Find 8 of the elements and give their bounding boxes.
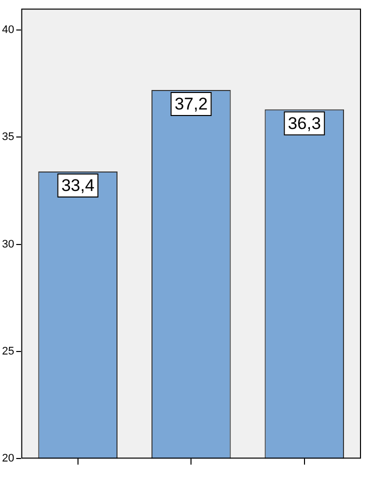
y-tick-label: 40 — [2, 24, 14, 36]
y-tick-label: 20 — [2, 452, 14, 465]
y-tick-label: 35 — [2, 131, 14, 144]
y-tick-label: 25 — [2, 345, 14, 358]
data-label: 37,2 — [174, 94, 208, 114]
data-label: 33,4 — [61, 176, 94, 196]
data-label: 36,3 — [288, 114, 321, 133]
y-tick-label: 30 — [2, 238, 14, 250]
